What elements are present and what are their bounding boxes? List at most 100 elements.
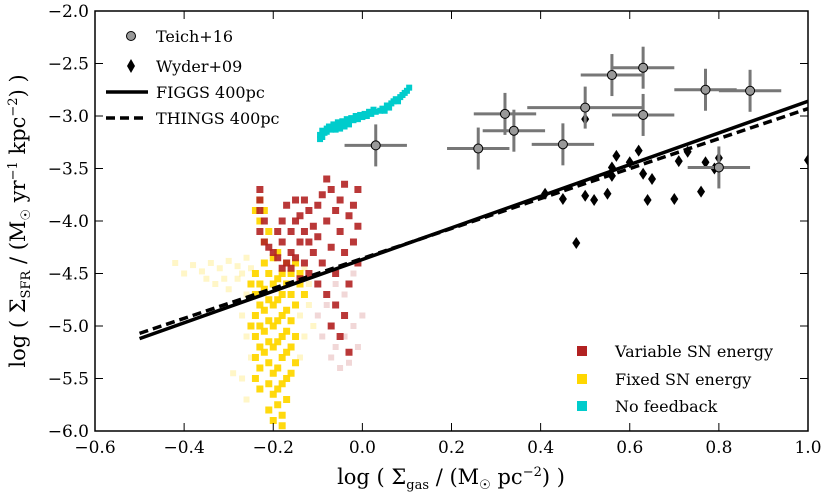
variable-sn-point — [300, 259, 308, 267]
variable-sn-point — [341, 312, 349, 319]
fixed-sn-point — [269, 369, 277, 377]
fixed-sn-point — [283, 348, 291, 356]
fixed-sn-point — [251, 375, 259, 382]
variable-sn-faint-point — [314, 312, 321, 319]
fixed-sn-point — [278, 291, 286, 298]
wyder09-point — [625, 156, 634, 169]
fixed-sn-point — [269, 390, 277, 398]
wyder09-point — [643, 194, 652, 206]
variable-sn-faint-point — [332, 344, 339, 350]
fixed-sn-faint-point — [234, 263, 241, 270]
fixed-sn-point — [247, 280, 255, 288]
teich16-point — [611, 46, 675, 89]
no-feedback-point — [319, 134, 326, 140]
fixed-sn-point — [283, 396, 291, 403]
fixed-sn-point — [278, 270, 286, 277]
no-feedback-point — [352, 113, 359, 119]
x-tick-label: −0.4 — [163, 438, 204, 458]
x-tick-label: −0.6 — [74, 438, 115, 458]
wyder09-point — [558, 192, 567, 205]
variable-sn-point — [314, 233, 322, 241]
no-feedback-point — [368, 110, 375, 117]
legend-figgs-label: FIGGS 400pc — [156, 83, 265, 102]
fixed-sn-point — [269, 254, 277, 262]
variable-sn-point — [345, 348, 353, 356]
wyder09-point — [603, 187, 612, 200]
no-feedback-point — [332, 126, 339, 133]
no-feedback-point — [372, 108, 379, 115]
variable-sn-point — [283, 259, 291, 267]
fixed-sn-faint-point — [230, 370, 237, 377]
things-fit-line — [139, 106, 808, 336]
fixed-sn-faint-point — [225, 286, 232, 293]
fixed-sn-point — [287, 317, 295, 325]
no-feedback-point — [359, 114, 366, 121]
fixed-sn-point — [256, 322, 264, 330]
legend-wyder-label: Wyder+09 — [156, 57, 242, 76]
fit-lines — [138, 99, 808, 341]
fixed-sn-point — [274, 249, 282, 256]
wyder09-point — [612, 149, 621, 162]
fixed-sn-point — [292, 259, 300, 267]
variable-sn-faint-point — [319, 333, 326, 340]
variable-sn-faint-point — [359, 312, 366, 319]
wyder09-points — [541, 113, 808, 250]
variable-sn-point — [292, 217, 300, 225]
variable-sn-point — [305, 238, 313, 246]
variable-sn-point — [256, 186, 264, 193]
fixed-sn-point — [287, 291, 295, 298]
variable-sn-faint-point — [323, 302, 330, 308]
variable-sn-point — [287, 249, 295, 256]
variable-sn-point — [278, 217, 286, 225]
fixed-sn-faint-point — [296, 354, 303, 361]
fixed-sn-point — [292, 333, 300, 340]
variable-sn-point — [341, 249, 349, 256]
y-tick-label: −5.5 — [48, 370, 89, 390]
y-tick-label: −3.0 — [48, 107, 89, 127]
teich16-marker — [473, 143, 484, 154]
fixed-sn-faint-point — [239, 375, 246, 382]
fixed-sn-point — [265, 380, 273, 388]
teich16-marker — [713, 162, 724, 173]
fixed-sn-point — [260, 285, 268, 293]
no-feedback-point — [341, 120, 348, 127]
fixed-sn-point — [296, 270, 304, 277]
legend-nofb-label: No feedback — [615, 397, 718, 416]
variable-sn-point — [260, 238, 268, 246]
no-feedback-point — [343, 116, 350, 123]
fixed-sn-faint-point — [203, 275, 210, 282]
wyder09-point — [701, 156, 710, 169]
variable-sn-point — [287, 228, 295, 235]
variable-sn-point — [260, 217, 268, 225]
fixed-sn-faint-point — [221, 275, 228, 282]
fixed-sn-point — [265, 406, 273, 414]
wyder09-point — [697, 185, 706, 198]
x-tick-labels: −0.6 −0.4 −0.2 0.0 0.2 0.4 0.6 0.8 1.0 — [74, 438, 821, 458]
variable-sn-point — [309, 222, 317, 230]
no-feedback-point — [334, 119, 341, 126]
fixed-sn-faint-point — [207, 260, 214, 266]
fixed-sn-point — [278, 312, 286, 319]
fixed-sn-faint-point — [310, 323, 317, 329]
fixed-sn-point — [251, 270, 259, 277]
fixed-sn-faint-point — [198, 268, 205, 275]
y-tick-label: −4.5 — [48, 265, 89, 285]
variable-sn-point — [323, 175, 331, 183]
wyder09-point — [670, 192, 679, 205]
fixed-sn-point — [287, 270, 295, 277]
variable-sn-point — [318, 191, 326, 199]
no-feedback-point — [354, 116, 361, 123]
y-axis-label: log ( ΣSFR / (M☉ yr−1 kpc−2) ) — [6, 74, 34, 367]
fixed-sn-point — [269, 417, 277, 424]
fixed-sn-point — [265, 270, 273, 277]
fixed-sn-faint-point — [181, 270, 188, 277]
no-feedback-point — [350, 117, 357, 124]
fixed-sn-point — [274, 338, 282, 346]
y-tick-label: −4.0 — [48, 212, 89, 232]
fixed-sn-point — [278, 354, 286, 361]
variable-sn-point — [332, 301, 340, 309]
fixed-sn-point — [283, 375, 291, 382]
variable-sn-point — [349, 201, 357, 209]
y-tick-label: −5.0 — [48, 317, 89, 337]
fixed-sn-point — [251, 354, 259, 361]
